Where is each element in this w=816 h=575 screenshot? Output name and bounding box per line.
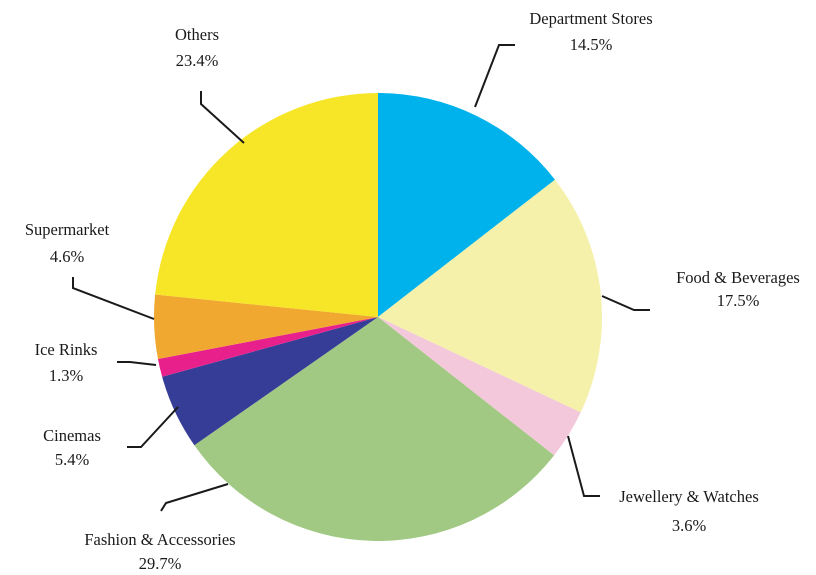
slice-label-jewellery-watches: Jewellery & Watches [619,487,759,506]
slice-value-ice-rinks: 1.3% [49,366,84,385]
leader-line-food-beverages [601,295,650,311]
leader-lines [72,44,650,512]
slice-value-jewellery-watches: 3.6% [672,516,707,535]
slice-label-others: Others [175,25,219,44]
slice-label-ice-rinks: Ice Rinks [35,340,98,359]
pie-slices [154,93,602,541]
leader-line-jewellery-watches [567,435,600,497]
pie-slice-fashion-accessories [194,317,555,541]
slice-value-fashion-accessories: 29.7% [139,554,182,573]
slice-value-department-stores: 14.5% [570,35,613,54]
pie-slice-others [155,93,378,317]
slice-label-supermarket: Supermarket [25,220,110,239]
slice-value-supermarket: 4.6% [50,247,85,266]
slice-value-others: 23.4% [176,51,219,70]
pie-slice-department-stores [378,93,555,317]
slice-value-food-beverages: 17.5% [717,291,760,310]
leader-line-cinemas [127,406,179,448]
pie-slice-ice-rinks [157,317,378,377]
pie-slice-food-beverages [378,179,602,413]
slice-label-cinemas: Cinemas [43,426,101,445]
pie-slice-jewellery-watches [378,317,581,456]
slice-labels: Department Stores 14.5% Food & Beverages 17… [25,9,800,573]
slice-label-food-beverages: Food & Beverages [676,268,800,287]
pie-slice-cinemas [162,317,378,446]
slice-label-department-stores: Department Stores [529,9,652,28]
leader-line-fashion-accessories [160,483,229,512]
leader-line-supermarket [72,277,155,320]
slice-value-cinemas: 5.4% [55,450,90,469]
leader-line-department-stores [474,44,515,108]
leader-line-ice-rinks [117,361,157,366]
pie-slice-supermarket [154,294,378,359]
leader-line-others [200,91,245,144]
slice-label-fashion-accessories: Fashion & Accessories [84,530,235,549]
